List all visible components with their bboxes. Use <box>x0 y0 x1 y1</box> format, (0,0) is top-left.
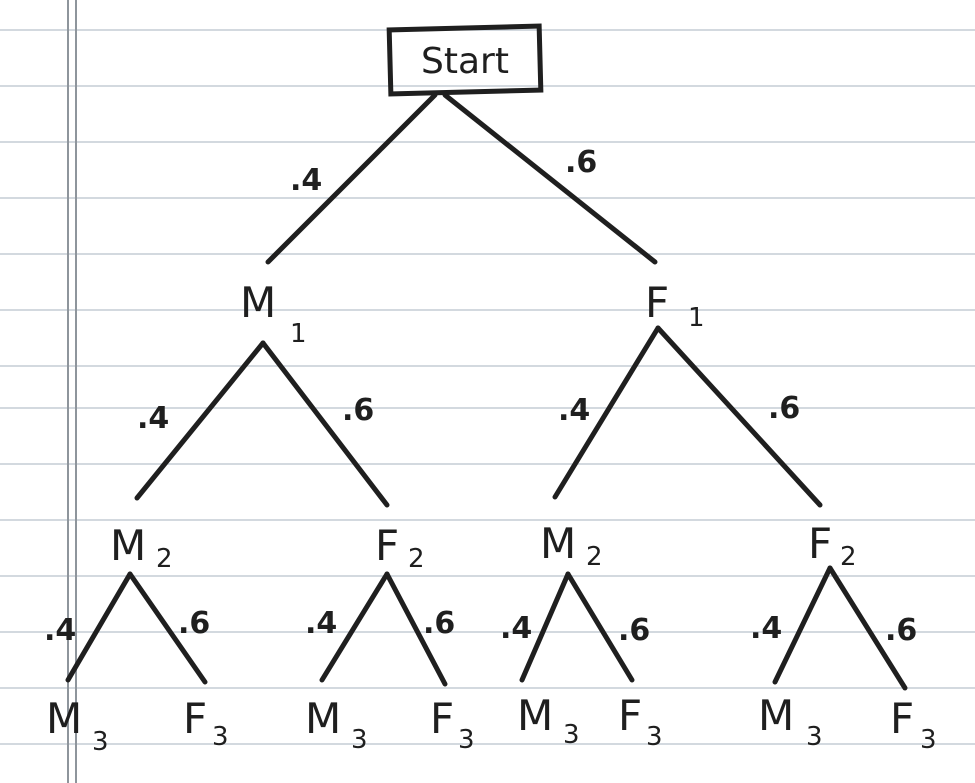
node-m3-1-sub: 3 <box>92 727 109 757</box>
start-box <box>386 23 544 97</box>
level3-probabilities: .4 .6 .4 .6 .4 .6 .4 .6 <box>44 606 917 648</box>
node-m2a-sub: 2 <box>156 544 173 574</box>
edge-m1-f2 <box>260 340 390 508</box>
prob-f1-f2: .6 <box>768 391 800 426</box>
node-m3-1-letter: M <box>46 694 82 743</box>
edge-f1-m2 <box>552 325 661 500</box>
node-f1-letter: F <box>645 278 669 327</box>
start-node: Start <box>386 23 544 97</box>
node-m1-letter: M <box>240 278 276 327</box>
prob-m1-m2: .4 <box>137 401 169 436</box>
edge-start-f1 <box>442 92 658 265</box>
node-f3-4-letter: F <box>890 694 914 743</box>
prob-m2a-f3: .6 <box>178 606 210 641</box>
node-f2b-letter: F <box>808 519 832 568</box>
prob-start-m1: .4 <box>290 163 322 198</box>
prob-f2b-f3: .6 <box>885 613 917 648</box>
node-f2a-sub: 2 <box>408 544 425 574</box>
node-m3-4-sub: 3 <box>806 722 823 752</box>
node-m3-2-sub: 3 <box>351 725 368 755</box>
node-f3-4-sub: 3 <box>920 725 937 755</box>
prob-m2b-m3: .4 <box>500 611 532 646</box>
node-m3-4-letter: M <box>758 691 794 740</box>
prob-f2a-m3: .4 <box>305 606 337 641</box>
edge-m2b-f3 <box>565 571 635 683</box>
node-f1-sub: 1 <box>688 303 705 333</box>
edge-f2b-m3 <box>772 565 833 685</box>
node-f2a-letter: F <box>375 521 399 570</box>
node-f2b-sub: 2 <box>840 542 857 572</box>
notebook-margin-lines <box>67 0 77 783</box>
node-m2b-letter: M <box>540 519 576 568</box>
node-m3-2-letter: M <box>305 694 341 743</box>
node-f3-1-sub: 3 <box>212 722 229 752</box>
edge-m2b-m3 <box>519 571 571 683</box>
node-m2a-letter: M <box>110 521 146 570</box>
prob-f2a-f3: .6 <box>423 606 455 641</box>
node-m1-sub: 1 <box>290 319 307 349</box>
edge-f1-f2 <box>655 325 823 508</box>
edge-f2a-f3 <box>384 571 448 687</box>
prob-m2b-f3: .6 <box>618 613 650 648</box>
node-m3-3-letter: M <box>517 691 553 740</box>
level2-probabilities: .4 .6 .4 .6 <box>137 391 800 436</box>
level1-nodes: M 1 F 1 <box>240 278 705 349</box>
prob-f1-m2: .4 <box>558 393 590 428</box>
node-f3-2-sub: 3 <box>458 725 475 755</box>
node-f3-2-letter: F <box>430 694 454 743</box>
start-label: Start <box>421 41 509 82</box>
level2-nodes: M 2 F 2 M 2 F 2 <box>110 519 857 574</box>
edge-f2b-f3 <box>827 565 908 691</box>
edge-m2a-m3 <box>65 571 133 683</box>
prob-m2a-m3: .4 <box>44 613 76 648</box>
node-f3-3-sub: 3 <box>646 722 663 752</box>
notebook-ruled-lines <box>0 29 975 745</box>
tree-edges <box>65 92 908 691</box>
prob-m1-f2: .6 <box>342 393 374 428</box>
edge-m2a-f3 <box>127 571 208 685</box>
node-f3-1-letter: F <box>183 694 207 743</box>
prob-f2b-m3: .4 <box>750 611 782 646</box>
edge-start-m1 <box>265 92 438 265</box>
prob-start-f1: .6 <box>565 145 597 180</box>
level3-nodes: M 3 F 3 M 3 F 3 M 3 F 3 M 3 F 3 <box>46 691 937 757</box>
edge-m1-m2 <box>134 340 266 501</box>
level1-probabilities: .4 .6 <box>290 145 597 198</box>
edge-f2a-m3 <box>319 571 390 683</box>
node-m2b-sub: 2 <box>586 542 603 572</box>
node-f3-3-letter: F <box>618 691 642 740</box>
node-m3-3-sub: 3 <box>563 720 580 750</box>
